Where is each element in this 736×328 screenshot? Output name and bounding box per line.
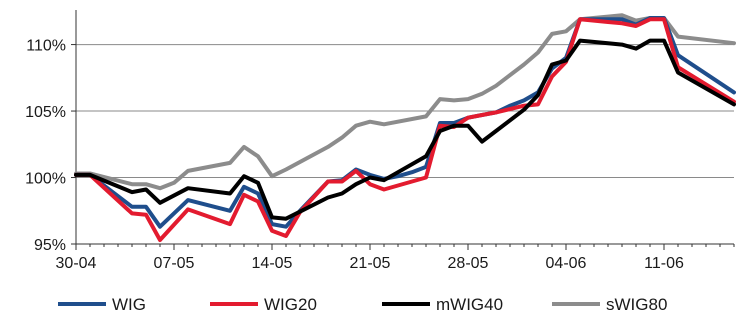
legend-label-wig: WIG — [112, 295, 146, 314]
y-tick-label: 95% — [34, 237, 66, 254]
x-tick-label: 28-05 — [448, 255, 489, 272]
y-tick-label: 100% — [25, 171, 66, 188]
grid-layer — [76, 44, 734, 179]
legend-label-mwig40: mWIG40 — [436, 295, 503, 314]
x-tick-label: 11-06 — [644, 255, 684, 272]
legend-label-wig20: WIG20 — [264, 295, 317, 314]
x-tick-label: 21-05 — [350, 255, 391, 272]
axis-layer: 95% 100% 105% 110% 30-04 07-05 14-05 21-05 28-05… — [25, 10, 735, 272]
series-layer — [74, 13, 736, 242]
legend: WIG WIG20 mWIG40 sWIG80 — [58, 295, 667, 314]
x-tick-label: 07-05 — [154, 255, 195, 272]
x-tick-label: 14-05 — [252, 255, 293, 272]
x-tick-label: 04-06 — [546, 255, 587, 272]
series-line-swig80 — [74, 13, 736, 191]
legend-label-swig80: sWIG80 — [606, 295, 667, 314]
series-line-wig20 — [74, 17, 736, 242]
series-line-mwig40 — [74, 38, 736, 221]
y-tick-label: 110% — [26, 38, 66, 55]
y-tick-label: 105% — [25, 104, 66, 121]
x-tick-label: 30-04 — [56, 255, 97, 272]
